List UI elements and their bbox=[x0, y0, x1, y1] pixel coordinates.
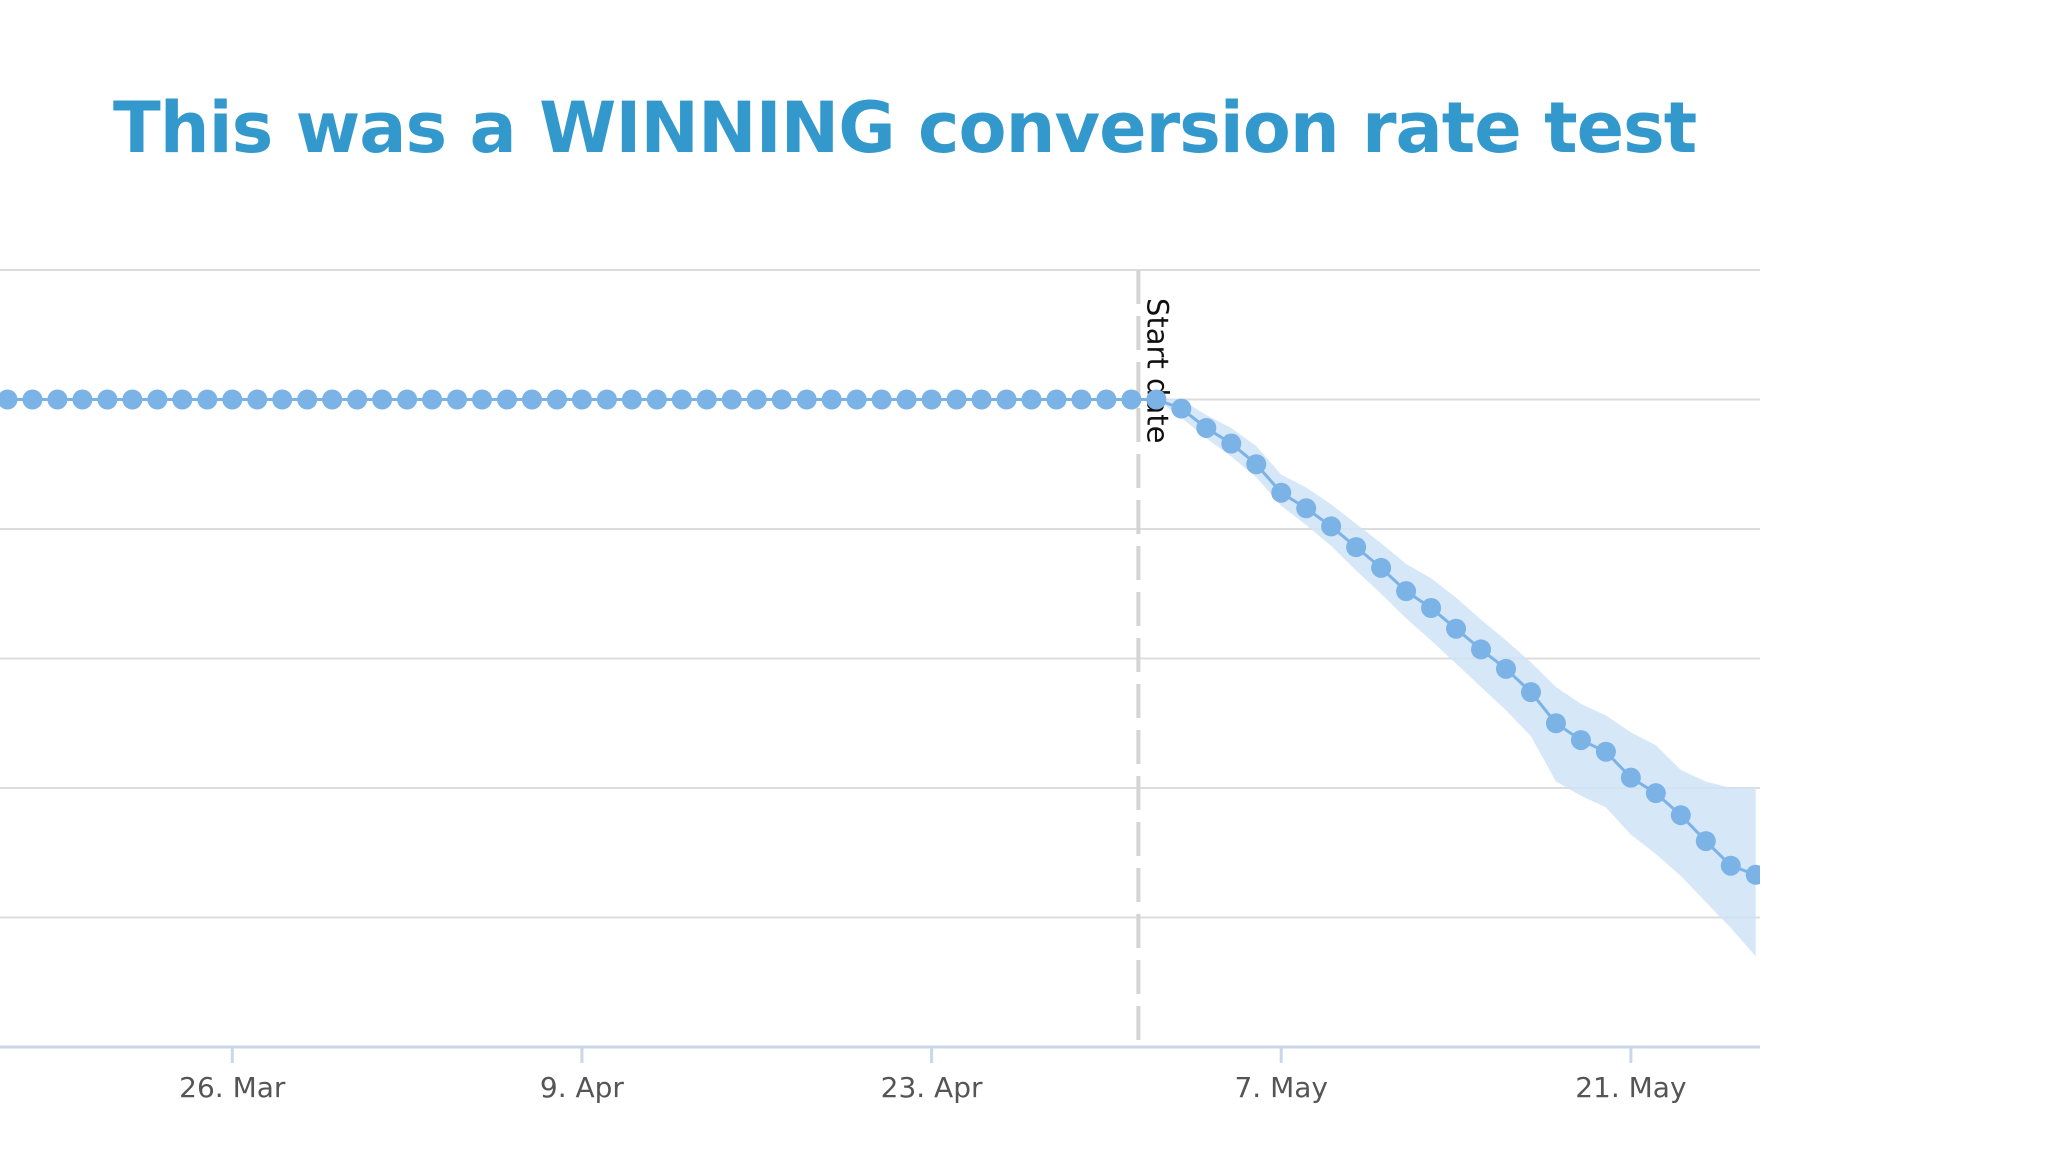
x-tick-label: 9. Apr bbox=[540, 1071, 625, 1104]
data-point bbox=[946, 389, 967, 410]
data-point bbox=[0, 389, 18, 410]
data-point bbox=[696, 389, 717, 410]
data-point bbox=[1595, 741, 1616, 762]
data-point bbox=[1670, 805, 1691, 826]
data-point bbox=[1121, 389, 1142, 410]
start-date-plotline: Start date bbox=[1136, 270, 1174, 1047]
data-point bbox=[846, 389, 867, 410]
data-point bbox=[22, 389, 43, 410]
data-point bbox=[422, 389, 443, 410]
data-point bbox=[1196, 417, 1217, 438]
data-point bbox=[197, 389, 218, 410]
data-point bbox=[222, 389, 243, 410]
data-point bbox=[1171, 398, 1192, 419]
gridlines bbox=[0, 269, 1760, 919]
data-point bbox=[1146, 389, 1167, 410]
data-point bbox=[122, 389, 143, 410]
data-point bbox=[1371, 557, 1392, 578]
data-point bbox=[996, 389, 1017, 410]
data-point bbox=[372, 389, 393, 410]
data-point bbox=[1271, 482, 1292, 503]
data-point bbox=[1321, 516, 1342, 537]
data-point bbox=[921, 389, 942, 410]
data-point bbox=[1620, 767, 1641, 788]
data-point bbox=[1421, 597, 1442, 618]
x-tick-label: 7. May bbox=[1234, 1071, 1328, 1104]
data-point bbox=[1745, 864, 1760, 885]
data-point bbox=[721, 389, 742, 410]
confidence-band bbox=[1131, 399, 1756, 957]
data-point bbox=[447, 389, 468, 410]
data-point bbox=[1071, 389, 1092, 410]
data-point bbox=[1046, 389, 1067, 410]
data-point bbox=[871, 389, 892, 410]
x-axis: 26. Mar 9. Apr 23. Apr 7. May 21. May bbox=[0, 1045, 1760, 1104]
data-point bbox=[397, 389, 418, 410]
data-point bbox=[621, 389, 642, 410]
data-point bbox=[1021, 389, 1042, 410]
series bbox=[0, 389, 1760, 885]
data-point bbox=[671, 389, 692, 410]
data-point bbox=[1520, 682, 1541, 703]
data-point bbox=[971, 389, 992, 410]
data-point bbox=[1346, 537, 1367, 558]
data-point bbox=[1545, 713, 1566, 734]
data-point bbox=[771, 389, 792, 410]
data-point bbox=[1296, 498, 1317, 519]
data-point bbox=[97, 389, 118, 410]
data-point bbox=[546, 389, 567, 410]
data-point bbox=[1695, 831, 1716, 852]
data-point bbox=[1471, 639, 1492, 660]
data-point bbox=[1096, 389, 1117, 410]
data-point bbox=[821, 389, 842, 410]
slide-title: This was a WINNING conversion rate test bbox=[113, 87, 1697, 169]
data-point bbox=[521, 389, 542, 410]
data-point bbox=[1396, 581, 1417, 602]
data-point bbox=[1446, 618, 1467, 639]
data-point bbox=[72, 389, 93, 410]
data-point bbox=[596, 389, 617, 410]
data-point bbox=[796, 389, 817, 410]
data-point bbox=[1496, 658, 1516, 679]
data-point bbox=[172, 389, 193, 410]
data-point bbox=[1570, 730, 1591, 751]
x-tick-label: 26. Mar bbox=[179, 1071, 286, 1104]
data-point bbox=[896, 389, 917, 410]
data-point bbox=[297, 389, 318, 410]
data-point bbox=[571, 389, 592, 410]
data-point bbox=[1246, 454, 1267, 475]
data-point bbox=[147, 389, 168, 410]
data-point bbox=[1221, 433, 1242, 454]
x-tick-label: 23. Apr bbox=[881, 1071, 983, 1104]
data-point bbox=[1720, 855, 1741, 876]
data-point bbox=[1645, 783, 1666, 804]
data-point bbox=[322, 389, 343, 410]
x-tick-label: 21. May bbox=[1575, 1071, 1686, 1104]
confidence-band-area bbox=[1131, 399, 1756, 957]
data-point bbox=[746, 389, 767, 410]
data-point bbox=[347, 389, 368, 410]
start-date-label: Start date bbox=[1140, 298, 1174, 443]
data-point bbox=[497, 389, 517, 410]
data-point bbox=[646, 389, 667, 410]
data-point bbox=[472, 389, 493, 410]
data-point bbox=[47, 389, 68, 410]
data-point bbox=[247, 389, 268, 410]
data-point bbox=[272, 389, 293, 410]
